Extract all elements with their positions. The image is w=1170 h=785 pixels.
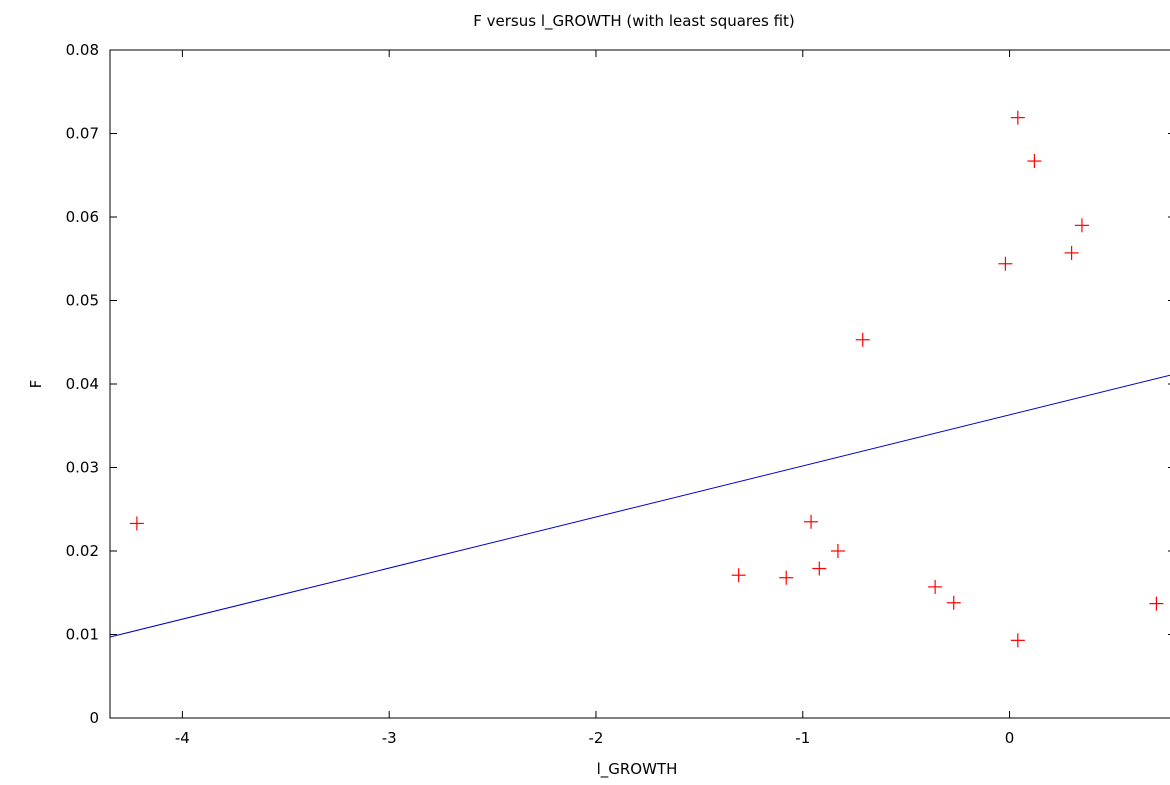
data-point xyxy=(1027,154,1042,169)
y-tick-label: 0.02 xyxy=(66,542,99,560)
data-point xyxy=(1064,245,1079,260)
y-tick-label: 0.01 xyxy=(66,626,99,644)
x-tick-label: -3 xyxy=(382,729,397,747)
data-point xyxy=(946,595,961,610)
x-tick-label: -2 xyxy=(588,729,603,747)
x-tick-label: 0 xyxy=(1005,729,1015,747)
data-point xyxy=(812,561,827,576)
x-tick-label: -1 xyxy=(795,729,810,747)
data-point xyxy=(1149,596,1164,611)
data-point xyxy=(830,544,845,558)
y-axis-label: F xyxy=(27,380,45,389)
x-axis: -4 -3 -2 -1 0 xyxy=(175,50,1014,747)
data-point xyxy=(998,256,1013,271)
fit-line-layer xyxy=(109,374,1170,638)
y-axis: 0 0.01 0.02 0.03 0.04 0.05 0.06 0.07 0.08 xyxy=(66,41,1170,727)
y-tick-label: 0.05 xyxy=(66,292,99,310)
plot-area-frame xyxy=(109,49,1170,719)
chart-title: F versus l_GROWTH (with least squares fi… xyxy=(473,12,795,31)
x-tick-label: -4 xyxy=(175,729,190,747)
data-point xyxy=(1010,633,1025,648)
data-point xyxy=(1010,110,1025,125)
y-tick-label: 0.08 xyxy=(66,41,99,59)
y-tick-label: 0.03 xyxy=(66,459,99,477)
data-point xyxy=(1074,218,1089,233)
y-tick-label: 0.04 xyxy=(66,375,99,393)
data-point xyxy=(928,579,943,594)
y-tick-label: 0.06 xyxy=(66,208,99,226)
data-point xyxy=(855,332,870,347)
data-point xyxy=(129,516,144,531)
y-tick-label: 0.07 xyxy=(66,125,99,143)
data-point xyxy=(731,568,746,583)
data-point xyxy=(804,514,819,529)
y-tick-label: 0 xyxy=(89,709,99,727)
least-squares-fit-line xyxy=(109,374,1170,638)
x-axis-label: l_GROWTH xyxy=(597,760,678,779)
data-point xyxy=(779,570,794,585)
points-layer xyxy=(129,110,1164,648)
